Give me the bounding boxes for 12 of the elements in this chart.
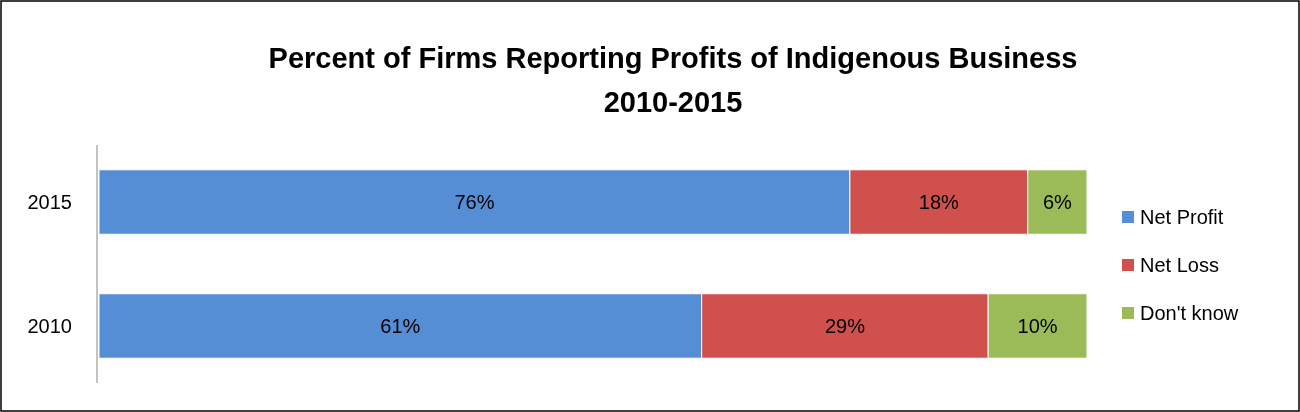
data-label: 76% [454,191,495,214]
legend-label: Net Loss [1140,254,1219,276]
y-tick-label: 2015 [27,191,72,214]
y-tick-label: 2010 [27,314,72,337]
data-label: 18% [918,191,960,214]
legend-label: Net Profit [1140,206,1224,228]
chart-title: Percent of Firms Reporting Profits of Indigenous Business 2010-2015 [268,42,1078,118]
data-label: 61% [380,314,421,337]
data-label: 6% [1042,191,1073,214]
data-label: 29% [824,314,866,337]
data-label: 10% [1017,314,1058,337]
legend-label: Don't know [1140,302,1239,324]
